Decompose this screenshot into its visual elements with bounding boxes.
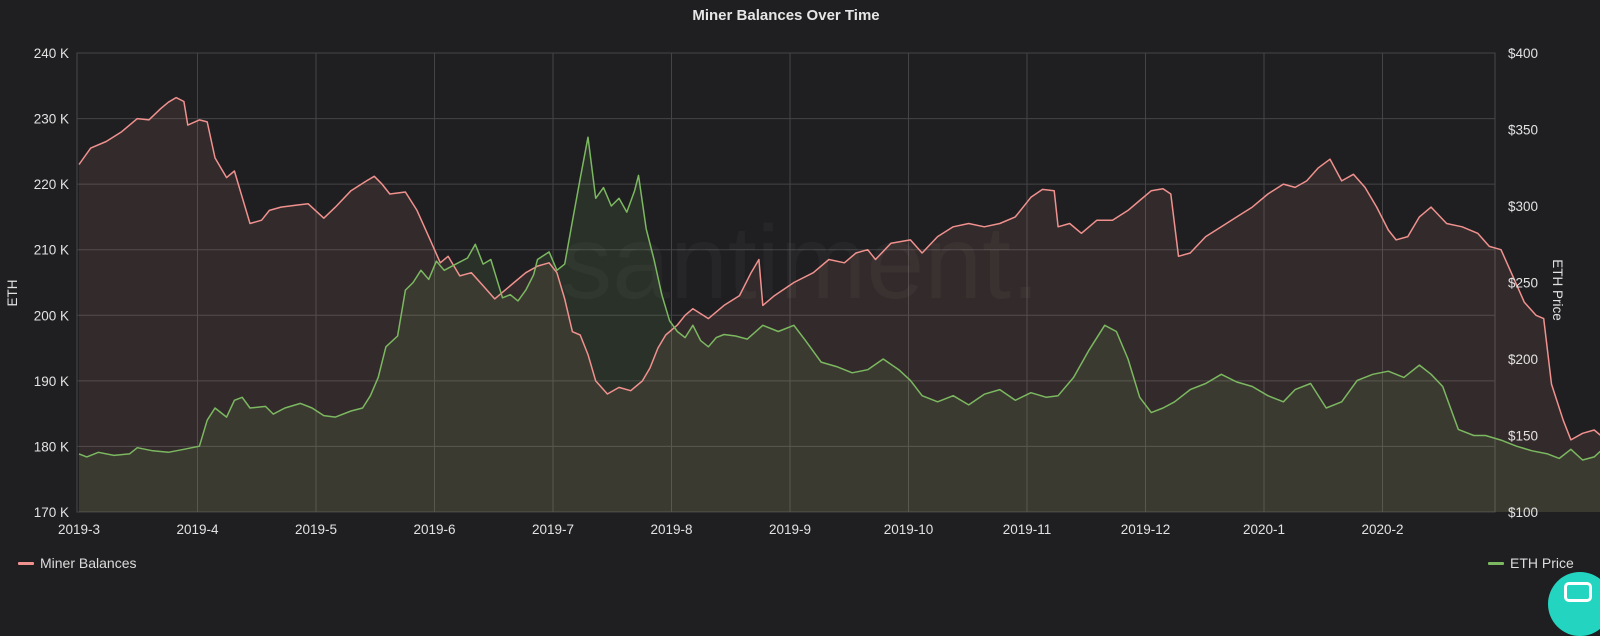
right-tick-label: $400 [1508,46,1538,61]
plot-area [76,52,1496,513]
x-tick-label: 2019-4 [176,522,219,537]
left-tick-label: 240 K [34,46,69,61]
legend-swatch-miner-balances [18,561,34,565]
chart-title: Miner Balances Over Time [692,7,879,24]
right-tick-label: $250 [1508,276,1538,291]
series-line-miner-balances [78,96,1600,441]
x-tick-label: 2019-11 [1003,522,1052,537]
legend-label-miner-balances: Miner Balances [40,555,137,571]
x-tick-label: 2019-6 [413,522,455,537]
series-line-eth-price [78,136,1600,461]
x-tick-label: 2020-2 [1361,522,1403,537]
left-tick-label: 180 K [34,439,69,454]
x-tick-label: 2019-10 [884,522,934,537]
x-tick-label: 2019-3 [58,522,100,537]
legend-item-miner-balances[interactable]: Miner Balances [18,555,137,571]
left-tick-label: 230 K [34,112,69,127]
left-tick-label: 190 K [34,374,69,389]
right-tick-label: $100 [1508,505,1538,520]
chat-bubble-icon[interactable] [1548,572,1600,636]
series-area-eth-price [79,137,1600,512]
right-tick-label: $150 [1508,429,1538,444]
series-area-miner-balances [79,97,1600,512]
left-tick-label: 210 K [34,243,69,258]
x-tick-label: 2019-7 [532,522,574,537]
x-tick-label: 2020-1 [1243,522,1285,537]
x-tick-label: 2019-8 [650,522,692,537]
legend-swatch-eth-price [1488,561,1504,565]
x-tick-label: 2019-12 [1121,522,1171,537]
right-axis-title: ETH Price [1550,259,1565,321]
left-tick-label: 200 K [34,308,69,323]
x-tick-label: 2019-5 [295,522,337,537]
legend-item-eth-price[interactable]: ETH Price [1488,555,1574,571]
left-axis-title: ETH [5,280,20,307]
right-tick-label: $200 [1508,352,1538,367]
chat-bubble-glyph [1564,582,1592,602]
legend-label-eth-price: ETH Price [1510,555,1574,571]
left-tick-label: 170 K [34,505,69,520]
x-tick-label: 2019-9 [769,522,811,537]
left-tick-label: 220 K [34,177,69,192]
right-tick-label: $300 [1508,199,1538,214]
right-tick-label: $350 [1508,123,1538,138]
